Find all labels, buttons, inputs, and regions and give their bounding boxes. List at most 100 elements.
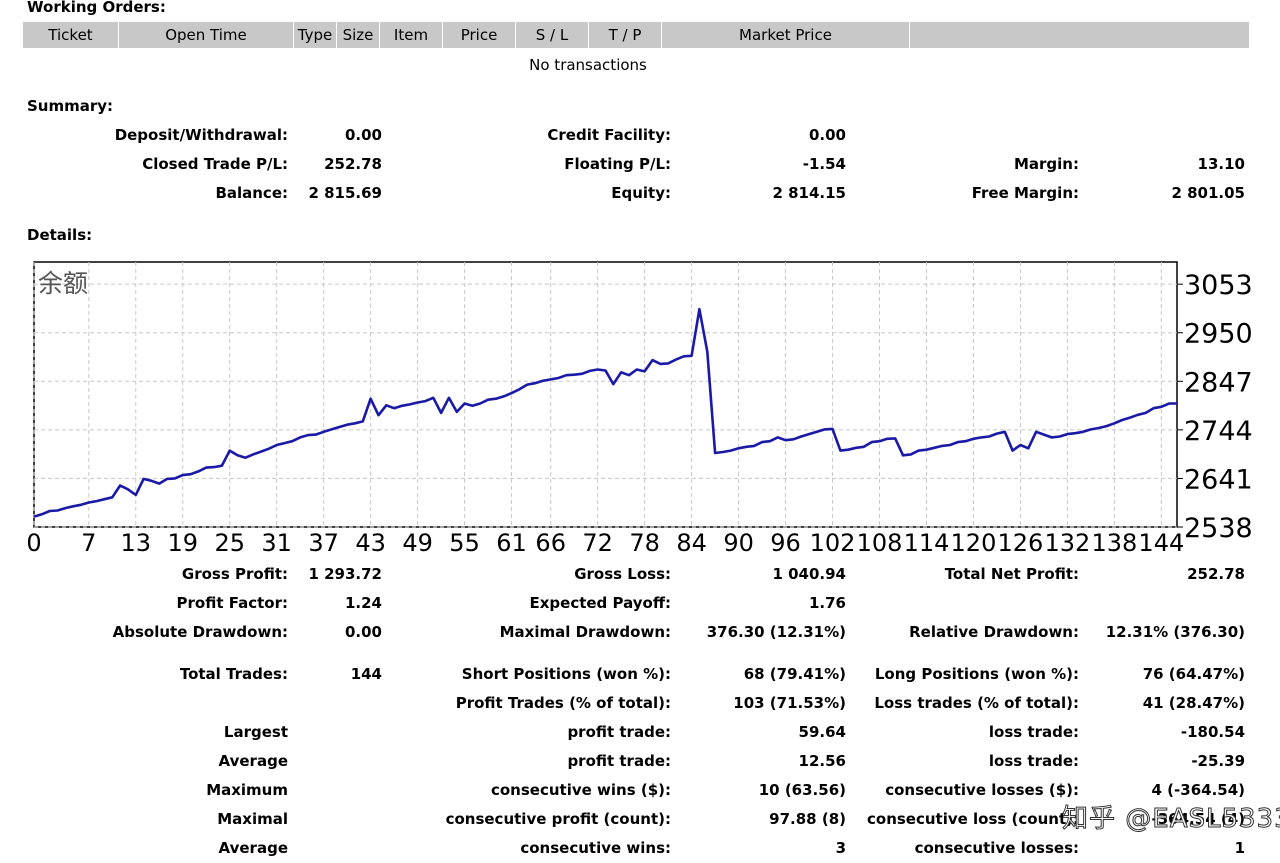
details-row-9-label-3: consecutive losses: [914, 839, 1079, 857]
orders-header-row: Ticket Open Time Type Size Item Price S … [23, 22, 1249, 48]
details-row-9-value-2: 3 [835, 839, 846, 857]
credit-label: Credit Facility: [547, 126, 671, 144]
equity-value: 2 814.15 [772, 184, 846, 202]
details-row-3-label-3: Long Positions (won %): [874, 665, 1079, 683]
x-tick-label: 61 [496, 529, 527, 555]
x-tick-labels: 0 7 13 19 25 31 37 43 49 55 61 66 72 78 84 90 96 102 108 11… [26, 529, 1184, 555]
details-row-3-label-1: Total Trades: [179, 665, 288, 683]
x-tick-label: 13 [121, 529, 152, 555]
x-tick-label: 66 [535, 529, 566, 555]
y-tick-label: 2950 [1184, 319, 1253, 350]
col-tp[interactable]: T / P [589, 22, 661, 48]
col-type[interactable]: Type [294, 22, 336, 48]
details-row-5-value-3: -180.54 [1180, 723, 1245, 741]
details-row-7-label-1: Maximum [206, 781, 288, 799]
details-row-7-label-3: consecutive losses ($): [885, 781, 1079, 799]
x-tick-label: 72 [582, 529, 613, 555]
details-row-4-label-3: Loss trades (% of total): [874, 694, 1079, 712]
x-tick-label: 43 [355, 529, 386, 555]
col-price[interactable]: Price [443, 22, 515, 48]
closed-pl-value: 252.78 [324, 155, 382, 173]
x-tick-label: 132 [1044, 529, 1090, 555]
details-row-7-value-2: 10 (63.56) [758, 781, 846, 799]
col-size[interactable]: Size [337, 22, 379, 48]
details-row-6-value-2: 12.56 [798, 752, 846, 770]
details-row-0-value-1: 1 293.72 [308, 565, 382, 583]
y-tick-label: 3053 [1184, 270, 1253, 301]
working-orders-table: Ticket Open Time Type Size Item Price S … [22, 22, 1250, 48]
details-row-6-label-1: Average [218, 752, 288, 770]
y-tick-label: 2538 [1184, 513, 1253, 544]
details-row-5-label-1: Largest [223, 723, 288, 741]
details-row-2-value-2: 376.30 (12.31%) [706, 623, 846, 641]
details-row-3-value-1: 144 [350, 665, 382, 683]
details-row-1-label-2: Expected Payoff: [529, 594, 671, 612]
col-ticket[interactable]: Ticket [23, 22, 118, 48]
details-row-5-label-2: profit trade: [567, 723, 671, 741]
details-row-0-label-3: Total Net Profit: [944, 565, 1079, 583]
col-extra[interactable] [910, 22, 1249, 48]
col-item[interactable]: Item [380, 22, 442, 48]
details-row-5-value-2: 59.64 [798, 723, 846, 741]
no-transactions-text: No transactions [529, 56, 647, 74]
details-row-8-label-2: consecutive profit (count): [445, 810, 671, 828]
details-row-8-value-3: -364.54 (4) [1151, 810, 1245, 828]
details-row-4-value-2: 103 (71.53%) [733, 694, 846, 712]
x-tick-label: 31 [261, 529, 292, 555]
details-row-2-label-3: Relative Drawdown: [909, 623, 1079, 641]
details-row-2-label-1: Absolute Drawdown: [112, 623, 288, 641]
details-row-6-label-2: profit trade: [567, 752, 671, 770]
details-row-0-label-2: Gross Loss: [574, 565, 671, 583]
details-row-8-label-3: consecutive loss (count): [867, 810, 1079, 828]
details-row-1-value-2: 1.76 [808, 594, 846, 612]
details-row-2-value-3: 12.31% (376.30) [1105, 623, 1245, 641]
x-tick-label: 114 [904, 529, 950, 555]
watermark-text: 知乎 @EASL5333 [1062, 804, 1280, 835]
details-row-0-value-2: 1 040.94 [772, 565, 846, 583]
deposit-value: 0.00 [344, 126, 382, 144]
details-row-3-value-3: 76 (64.47%) [1142, 665, 1245, 683]
details-row-0-label-1: Gross Profit: [181, 565, 288, 583]
details-row-6-label-3: loss trade: [988, 752, 1079, 770]
details-row-2-value-1: 0.00 [344, 623, 382, 641]
col-sl[interactable]: S / L [516, 22, 588, 48]
chart-frame [33, 261, 1178, 528]
margin-label: Margin: [1013, 155, 1079, 173]
y-tick-label: 2744 [1184, 416, 1253, 447]
details-row-3-label-2: Short Positions (won %): [461, 665, 671, 683]
x-tick-label: 7 [81, 529, 96, 555]
balance-chart: 0 7 13 19 25 31 37 43 49 55 61 66 72 78 84 90 96 102 108 11… [26, 261, 1253, 555]
credit-value: 0.00 [808, 126, 846, 144]
details-title: Details: [27, 226, 93, 244]
details-row-7-value-3: 4 (-364.54) [1151, 781, 1245, 799]
details-row-3-value-2: 68 (79.41%) [743, 665, 846, 683]
chart-title: 余额 [38, 269, 88, 298]
details-row-9-label-1: Average [218, 839, 288, 857]
y-tick-label: 2847 [1184, 367, 1253, 398]
closed-pl-label: Closed Trade P/L: [142, 155, 288, 173]
x-tick-label: 90 [723, 529, 754, 555]
free-margin-value: 2 801.05 [1171, 184, 1245, 202]
balance-label: Balance: [215, 184, 288, 202]
x-tick-label: 102 [810, 529, 856, 555]
x-tick-label: 144 [1138, 529, 1184, 555]
x-tick-label: 96 [770, 529, 801, 555]
x-tick-label: 120 [951, 529, 997, 555]
floating-pl-value: -1.54 [802, 155, 846, 173]
details-row-9-label-2: consecutive wins: [520, 839, 671, 857]
x-tick-label: 78 [629, 529, 660, 555]
x-tick-label: 25 [214, 529, 245, 555]
details-row-2-label-2: Maximal Drawdown: [499, 623, 671, 641]
col-open-time[interactable]: Open Time [119, 22, 293, 48]
y-tick-labels: 2538 2641 2744 2847 2950 3053 [1184, 270, 1253, 544]
floating-pl-label: Floating P/L: [564, 155, 671, 173]
details-row-6-value-3: -25.39 [1191, 752, 1245, 770]
details-row-4-label-2: Profit Trades (% of total): [455, 694, 671, 712]
details-row-5-label-3: loss trade: [988, 723, 1079, 741]
x-tick-label: 19 [167, 529, 198, 555]
col-market-price[interactable]: Market Price [662, 22, 909, 48]
chart-grid [33, 262, 1183, 528]
balance-value: 2 815.69 [308, 184, 382, 202]
x-tick-label: 55 [449, 529, 480, 555]
x-tick-label: 0 [26, 529, 41, 555]
